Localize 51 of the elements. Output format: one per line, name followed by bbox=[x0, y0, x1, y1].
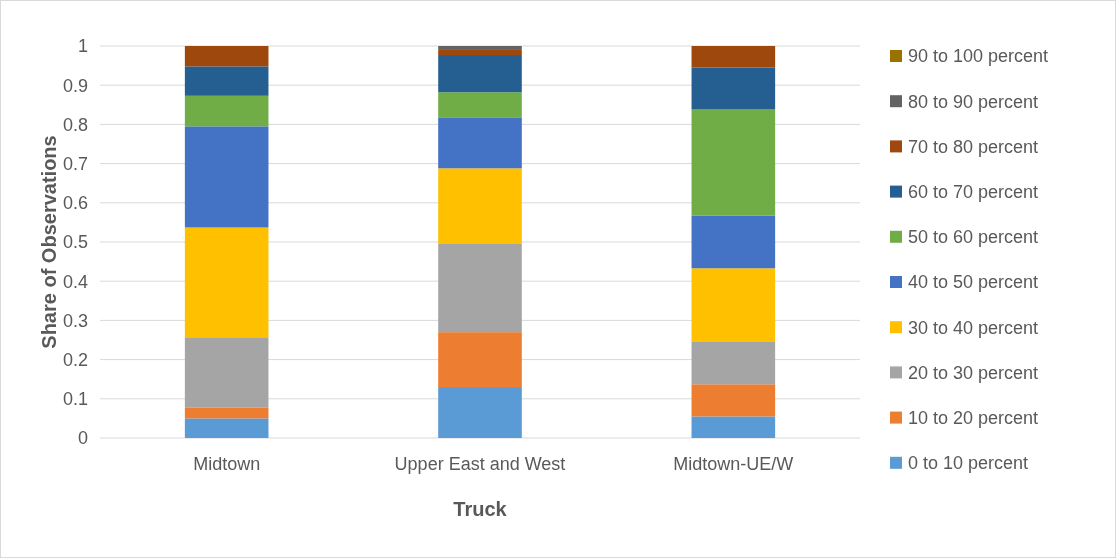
legend-label: 30 to 40 percent bbox=[908, 317, 1039, 338]
y-tick-label: 0 bbox=[77, 428, 88, 449]
bar bbox=[438, 46, 522, 50]
y-tick-label: 1 bbox=[77, 36, 88, 57]
y-tick-label: 0.6 bbox=[62, 193, 88, 214]
bar bbox=[184, 227, 269, 338]
x-tick-label: Midtown-UE/W bbox=[673, 454, 794, 474]
legend-label: 0 to 10 percent bbox=[908, 453, 1029, 474]
y-tick-label: 0.5 bbox=[62, 232, 88, 253]
bar bbox=[691, 416, 776, 438]
y-tick-label: 0.3 bbox=[62, 310, 88, 331]
bar bbox=[691, 67, 776, 110]
legend-label: 20 to 30 percent bbox=[908, 362, 1039, 383]
bar bbox=[438, 55, 522, 93]
bar bbox=[184, 126, 269, 228]
x-tick-label: Midtown bbox=[193, 454, 261, 474]
legend-label: 90 to 100 percent bbox=[908, 46, 1049, 67]
bar bbox=[184, 418, 269, 438]
y-tick-label: 0.7 bbox=[62, 153, 88, 174]
bar bbox=[438, 332, 522, 388]
legend-label: 40 to 50 percent bbox=[908, 272, 1039, 293]
y-tick-label: 0.9 bbox=[62, 75, 88, 96]
legend-label: 70 to 80 percent bbox=[908, 136, 1039, 157]
x-tick-label: Upper East and West bbox=[394, 454, 566, 474]
bar bbox=[184, 95, 269, 127]
bar bbox=[438, 117, 522, 169]
bar bbox=[184, 46, 269, 67]
legend-label: 60 to 70 percent bbox=[908, 181, 1039, 202]
bar bbox=[438, 49, 522, 56]
bar bbox=[691, 341, 776, 385]
legend-label: 10 to 20 percent bbox=[908, 407, 1039, 428]
bar bbox=[438, 168, 522, 244]
legend-label: 80 to 90 percent bbox=[908, 91, 1039, 112]
bar bbox=[184, 337, 269, 408]
y-axis-title: Share of Observations bbox=[38, 135, 60, 349]
y-tick-label: 0.1 bbox=[62, 389, 88, 410]
y-tick-label: 0.8 bbox=[62, 114, 88, 135]
bar bbox=[691, 46, 776, 68]
bar bbox=[691, 109, 776, 216]
bar bbox=[184, 66, 269, 96]
bar bbox=[438, 243, 522, 333]
legend-label: 50 to 60 percent bbox=[908, 227, 1039, 248]
bar bbox=[691, 215, 776, 269]
bar bbox=[184, 407, 269, 419]
bar bbox=[438, 92, 522, 118]
y-tick-label: 0.4 bbox=[62, 271, 88, 292]
x-axis-title: Truck bbox=[453, 498, 508, 520]
bar bbox=[691, 268, 776, 342]
bar bbox=[438, 387, 522, 438]
y-tick-label: 0.2 bbox=[62, 349, 88, 370]
bar bbox=[691, 384, 776, 417]
